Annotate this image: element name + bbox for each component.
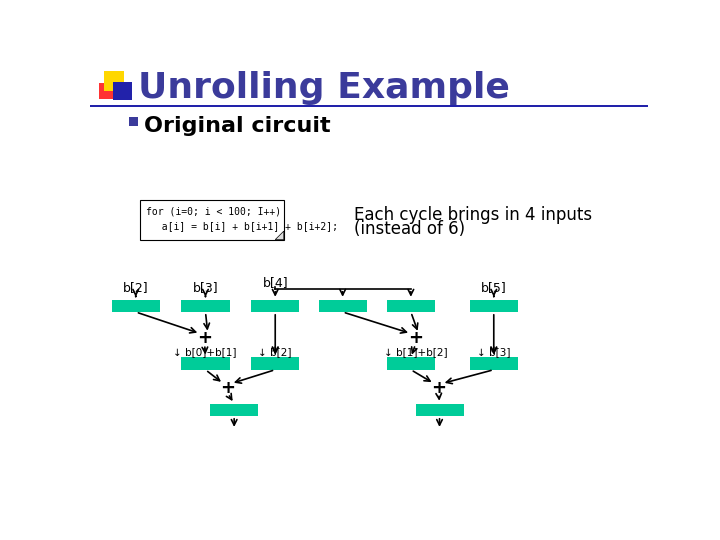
Text: (instead of 6): (instead of 6) xyxy=(354,220,464,238)
Polygon shape xyxy=(275,231,284,240)
Text: +: + xyxy=(197,329,212,347)
Text: ↓ b[0]+b[1]: ↓ b[0]+b[1] xyxy=(173,347,236,357)
Text: b[5]: b[5] xyxy=(481,281,507,294)
Text: Original circuit: Original circuit xyxy=(144,116,331,136)
Text: a[i] = b[i] + b[i+1] + b[i+2];: a[i] = b[i] + b[i+1] + b[i+2]; xyxy=(150,221,338,231)
Bar xyxy=(129,117,138,126)
Text: ↓ b[2]: ↓ b[2] xyxy=(258,347,292,357)
Bar xyxy=(387,300,435,312)
Text: b[3]: b[3] xyxy=(193,281,218,294)
Bar xyxy=(319,300,366,312)
Bar xyxy=(112,300,160,312)
Bar xyxy=(140,200,284,240)
Bar xyxy=(104,71,124,91)
Bar xyxy=(99,83,114,99)
Bar xyxy=(113,82,132,100)
Text: Each cycle brings in 4 inputs: Each cycle brings in 4 inputs xyxy=(354,206,592,224)
Bar xyxy=(469,357,518,370)
Bar xyxy=(251,357,300,370)
Bar xyxy=(210,403,258,416)
Bar xyxy=(415,403,464,416)
Text: ↓ b[3]: ↓ b[3] xyxy=(477,347,510,357)
Bar xyxy=(387,357,435,370)
Text: +: + xyxy=(431,379,446,397)
Text: +: + xyxy=(408,329,423,347)
Bar xyxy=(469,300,518,312)
Text: b[2]: b[2] xyxy=(123,281,148,294)
Text: Unrolling Example: Unrolling Example xyxy=(138,71,510,105)
Text: +: + xyxy=(220,379,235,397)
Bar xyxy=(251,300,300,312)
Text: for (i=0; i < 100; I++): for (i=0; i < 100; I++) xyxy=(145,207,281,217)
Bar xyxy=(181,300,230,312)
Bar xyxy=(181,357,230,370)
Text: ↓ b[1]+b[2]: ↓ b[1]+b[2] xyxy=(384,347,447,357)
Text: b[4]: b[4] xyxy=(262,276,288,289)
Bar xyxy=(90,105,648,107)
